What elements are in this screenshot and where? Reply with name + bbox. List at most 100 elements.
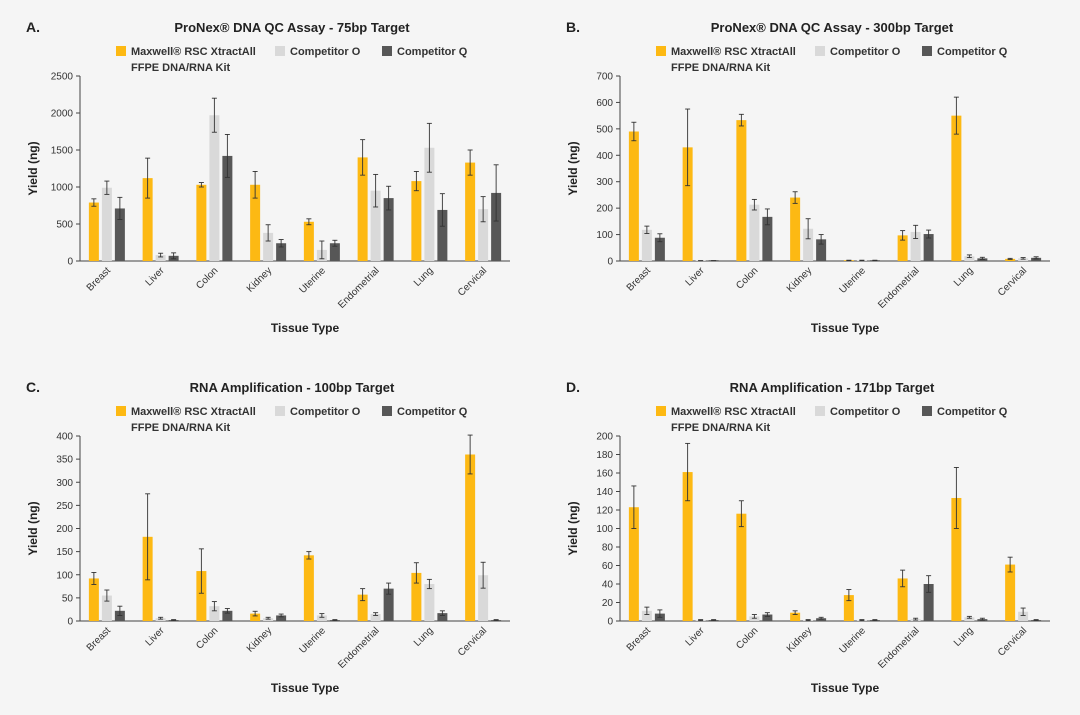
chart-c: C.RNA Amplification - 100bp TargetMaxwel…	[0, 360, 540, 715]
x-axis-label: Tissue Type	[811, 321, 880, 335]
error-bar	[859, 620, 864, 621]
x-tick-label: Endometrial	[336, 265, 382, 311]
y-tick-label: 50	[62, 593, 74, 604]
error-bar	[872, 260, 877, 261]
legend-label-competitor-o: Competitor O	[290, 406, 361, 418]
y-tick-label: 200	[596, 204, 613, 215]
legend-swatch-maxwell	[116, 406, 126, 416]
y-tick-label: 200	[596, 432, 613, 443]
y-tick-label: 1500	[51, 146, 74, 157]
legend-swatch-competitor-o	[815, 46, 825, 56]
legend-swatch-competitor-o	[275, 406, 285, 416]
bars	[89, 98, 501, 261]
chart-d: D.RNA Amplification - 171bp TargetMaxwel…	[540, 360, 1080, 715]
bar-maxwell	[304, 222, 314, 261]
legend-label-competitor-o: Competitor O	[290, 46, 361, 58]
x-tick-label: Endometrial	[876, 265, 922, 311]
error-bar	[806, 620, 811, 621]
x-tick-label: Colon	[194, 625, 220, 651]
bars	[629, 97, 1041, 261]
y-axis-label: Yield (ng)	[566, 501, 580, 555]
legend-swatch-competitor-q	[382, 46, 392, 56]
y-tick-label: 120	[596, 506, 613, 517]
legend-label-competitor-o: Competitor O	[830, 406, 901, 418]
chart-title: RNA Amplification - 100bp Target	[190, 380, 395, 395]
x-tick-label: Uterine	[837, 625, 868, 656]
x-tick-label: Endometrial	[876, 625, 922, 671]
bar-maxwell	[790, 198, 800, 261]
bars	[629, 443, 1041, 621]
error-bar	[494, 620, 499, 621]
error-bar	[980, 257, 985, 259]
legend-label-maxwell-line2: FFPE DNA/RNA Kit	[131, 422, 231, 434]
error-bar	[698, 620, 703, 621]
x-tick-label: Colon	[734, 265, 760, 291]
legend-label-maxwell-line2: FFPE DNA/RNA Kit	[671, 62, 771, 74]
bar-maxwell	[736, 514, 746, 621]
chart-a: A.ProNex® DNA QC Assay - 75bp TargetMaxw…	[0, 0, 540, 355]
x-tick-label: Uterine	[837, 265, 868, 296]
legend-swatch-competitor-q	[922, 406, 932, 416]
x-tick-label: Kidney	[785, 265, 814, 294]
x-tick-label: Kidney	[245, 625, 274, 654]
bar-competitor-o	[642, 230, 652, 261]
y-tick-label: 180	[596, 450, 613, 461]
legend-swatch-competitor-q	[922, 46, 932, 56]
error-bar	[711, 620, 716, 621]
x-tick-label: Kidney	[245, 265, 274, 294]
bar-maxwell	[951, 116, 961, 261]
y-tick-label: 100	[596, 230, 613, 241]
legend-label-maxwell: Maxwell® RSC XtractAll	[131, 46, 256, 58]
x-tick-label: Lung	[412, 265, 436, 289]
x-tick-label: Breast	[625, 625, 653, 653]
error-bar	[158, 617, 163, 619]
legend-swatch-maxwell	[656, 46, 666, 56]
panel-letter: D.	[566, 379, 580, 395]
bar-maxwell	[465, 455, 475, 622]
bar-competitor-o	[102, 188, 112, 261]
x-tick-label: Colon	[734, 625, 760, 651]
x-tick-label: Cervical	[456, 625, 489, 658]
legend-swatch-competitor-o	[275, 46, 285, 56]
y-tick-label: 160	[596, 469, 613, 480]
error-bar	[846, 260, 851, 261]
legend-label-competitor-q: Competitor Q	[397, 46, 468, 58]
bar-maxwell	[196, 185, 206, 261]
y-axis-label: Yield (ng)	[566, 141, 580, 195]
bar-competitor-o	[424, 584, 434, 621]
legend-swatch-competitor-q	[382, 406, 392, 416]
y-tick-label: 0	[607, 257, 613, 268]
bar-maxwell	[411, 181, 421, 261]
legend-swatch-maxwell	[656, 406, 666, 416]
legend-label-maxwell: Maxwell® RSC XtractAll	[671, 406, 796, 418]
legend-label-maxwell-line2: FFPE DNA/RNA Kit	[131, 62, 231, 74]
legend-label-competitor-q: Competitor Q	[397, 406, 468, 418]
x-tick-label: Uterine	[297, 265, 328, 296]
x-tick-label: Liver	[684, 265, 708, 289]
bar-maxwell	[89, 203, 99, 261]
x-tick-label: Lung	[952, 265, 976, 289]
y-tick-label: 100	[56, 570, 73, 581]
x-tick-label: Breast	[625, 265, 653, 293]
legend-label-maxwell: Maxwell® RSC XtractAll	[131, 406, 256, 418]
x-axis-label: Tissue Type	[811, 681, 880, 695]
legend-swatch-maxwell	[116, 46, 126, 56]
bar-maxwell	[1005, 565, 1015, 621]
error-bar	[266, 617, 271, 619]
y-tick-label: 500	[56, 220, 73, 231]
y-tick-label: 0	[67, 257, 73, 268]
legend: Maxwell® RSC XtractAll FFPE DNA/RNA Kit Co…	[116, 46, 468, 74]
error-bar	[1034, 620, 1039, 621]
error-bar	[171, 620, 176, 621]
x-tick-label: Cervical	[996, 625, 1029, 658]
error-bar	[1034, 257, 1039, 259]
y-tick-label: 150	[56, 547, 73, 558]
x-tick-label: Breast	[85, 625, 113, 653]
y-tick-label: 300	[596, 177, 613, 188]
y-axis-label: Yield (ng)	[26, 141, 40, 195]
